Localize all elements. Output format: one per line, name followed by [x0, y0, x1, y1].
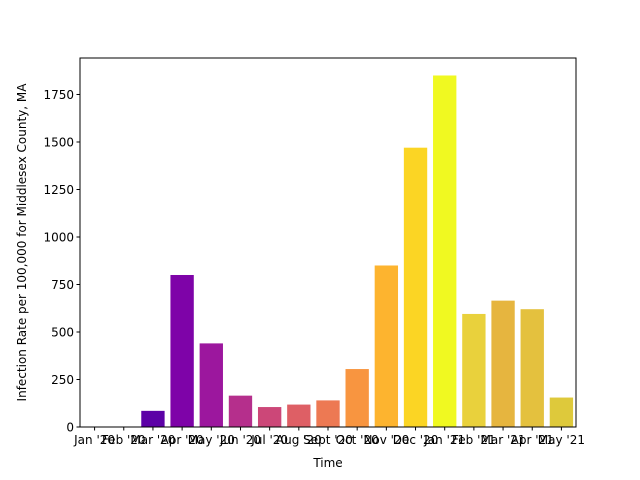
x-tick-label: May '20: [188, 433, 235, 447]
bars-group: [141, 75, 574, 427]
y-axis-label: Infection Rate per 100,000 for Middlesex…: [15, 83, 29, 402]
plot-frame: [79, 57, 577, 428]
y-tick-label: 1000: [43, 230, 74, 244]
bar: [257, 407, 282, 427]
y-tick-label: 500: [51, 325, 74, 339]
x-tick-label: Apr '20: [161, 433, 204, 447]
bar: [199, 343, 223, 427]
x-tick-label: May '21: [538, 433, 585, 447]
x-tick-label: Feb '20: [102, 433, 146, 447]
bar: [520, 309, 544, 427]
x-tick-label: Sept '20: [303, 433, 353, 447]
bar: [374, 265, 399, 427]
bar: [228, 395, 253, 427]
x-axis-label: Time: [312, 456, 342, 470]
x-tick-label: Jan '20: [73, 433, 115, 447]
bar: [141, 410, 165, 427]
x-tick-label: Dec '20: [393, 433, 439, 447]
y-tick-label: 250: [51, 373, 74, 387]
x-tick-label: Jun '20: [219, 433, 261, 447]
y-tick-label: 0: [66, 421, 74, 435]
x-tick-label: Nov '20: [363, 433, 409, 447]
x-tick-label: Feb '21: [452, 433, 496, 447]
x-tick-label: Aug '20: [276, 433, 322, 447]
x-tick-label: Jul '20: [250, 433, 288, 447]
x-tick-label: Jan '21: [423, 433, 465, 447]
bar: [462, 313, 486, 427]
x-tick-label: Apr '21: [511, 433, 554, 447]
bar: [403, 147, 428, 427]
x-tick-label: Mar '20: [130, 433, 175, 447]
bar: [287, 404, 311, 427]
bar: [170, 274, 194, 427]
bar: [345, 369, 369, 427]
y-tick-label: 1500: [43, 135, 74, 149]
y-tick-label: 750: [51, 278, 74, 292]
bar: [549, 397, 574, 427]
bar: [316, 400, 340, 427]
x-tick-label: Oct '20: [336, 433, 379, 447]
y-ticks-group: 0 250 500 750 1000 1250 1500 1750: [43, 88, 80, 435]
x-tick-label: Mar '21: [481, 433, 526, 447]
bar: [433, 75, 457, 427]
bar: [491, 300, 515, 427]
y-tick-label: 1250: [43, 183, 74, 197]
y-tick-label: 1750: [43, 88, 74, 102]
